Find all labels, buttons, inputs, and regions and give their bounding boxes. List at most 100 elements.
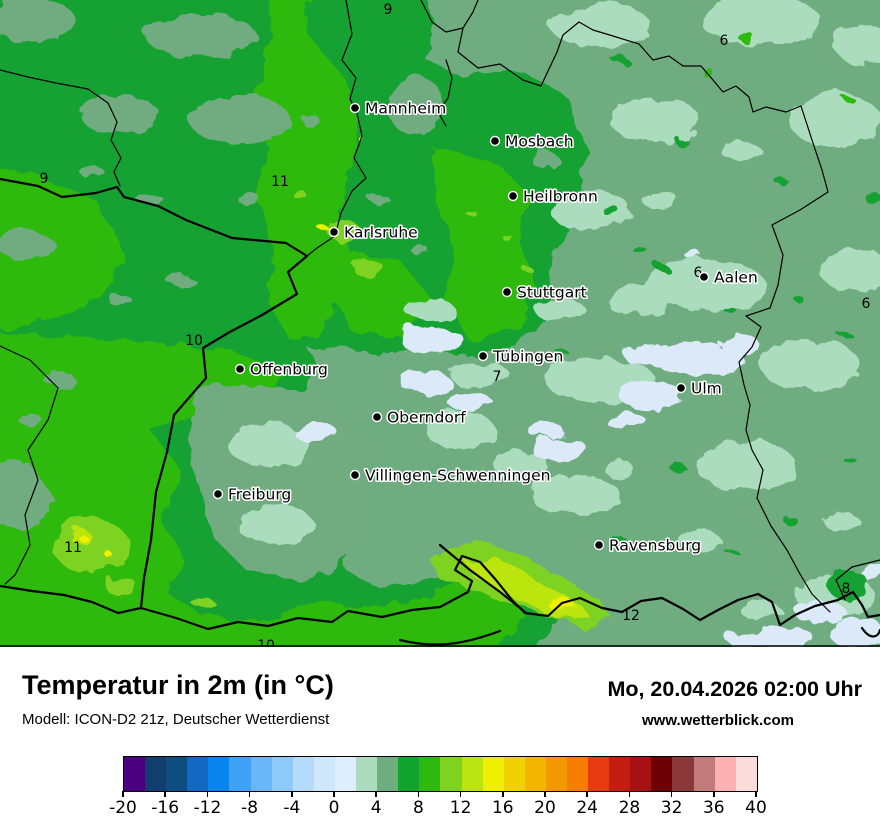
city-marker-offenburg: Offenburg: [234, 359, 329, 380]
colorbar-segment-27: [693, 757, 715, 791]
city-label-mannheim: Mannheim: [365, 100, 446, 118]
city-dot-aalen: [698, 271, 710, 283]
temp-label-6: 6: [862, 296, 871, 312]
colorbar-label--20: -20: [109, 798, 137, 818]
colorbar-segment-19: [524, 757, 546, 791]
city-dot-ulm: [675, 382, 687, 394]
colorbar-tick--4: [291, 791, 293, 797]
colorbar-segment-24: [630, 757, 652, 791]
country-borders: [0, 177, 880, 646]
city-marker-heilbronn: Heilbronn: [507, 186, 599, 207]
colorbar-tick-40: [755, 791, 757, 797]
city-marker-ulm: Ulm: [675, 378, 723, 399]
colorbar-segment-17: [482, 757, 504, 791]
city-label-t-bingen: Tübingen: [492, 348, 563, 366]
colorbar-tick--16: [164, 791, 166, 797]
colorbar-label-0: 0: [328, 798, 340, 818]
temp-label-12: 12: [622, 608, 640, 624]
colorbar-tick-36: [713, 791, 715, 797]
city-marker-stuttgart: Stuttgart: [501, 282, 588, 303]
city-marker-mosbach: Mosbach: [489, 131, 575, 152]
colorbar-segment-28: [714, 757, 736, 791]
temp-label-7: 7: [493, 369, 502, 385]
city-marker-mannheim: Mannheim: [349, 98, 448, 119]
city-markers: Mannheim Mosbach Heilbronn Karlsruhe Stuttga…: [212, 98, 759, 556]
colorbar-tick-0: [333, 791, 335, 797]
temp-label-8: 8: [842, 581, 851, 597]
city-label-aalen: Aalen: [714, 269, 758, 287]
colorbar-tick-4: [375, 791, 377, 797]
temperature-map: 9 6 9 11 6 6 10 7 11 8 12 10 Mannheim Mosbach Heilbro…: [0, 0, 880, 666]
colorbar-label--12: -12: [193, 798, 222, 818]
city-dot-ravensburg: [593, 539, 605, 551]
colorbar-segment-4: [208, 757, 230, 791]
colorbar-segment-16: [461, 757, 483, 791]
state-borders: [0, 0, 880, 613]
colorbar-label--8: -8: [241, 798, 259, 818]
colorbar-segment-20: [545, 757, 567, 791]
city-label-heilbronn: Heilbronn: [523, 188, 598, 206]
city-dot-heilbronn: [507, 190, 519, 202]
colorbar-segment-22: [588, 757, 610, 791]
colorbar-tick-8: [417, 791, 420, 797]
temp-label-10: 10: [257, 638, 275, 647]
colorbar-segment-14: [419, 757, 441, 791]
colorbar-segment-9: [313, 757, 335, 791]
city-label-oberndorf: Oberndorf: [387, 409, 466, 427]
colorbar-segment-10: [334, 757, 357, 791]
colorbar-tick--8: [248, 791, 251, 797]
map-title: Temperatur in 2m (in °C): [22, 670, 334, 700]
colorbar-segment-3: [187, 757, 209, 791]
city-dot-villingen-schwenningen: [349, 469, 361, 481]
city-label-villingen-schwenningen: Villingen-Schwenningen: [365, 467, 550, 485]
temp-label-11: 11: [271, 174, 289, 190]
colorbar-segment-5: [229, 757, 251, 791]
city-label-ravensburg: Ravensburg: [609, 537, 701, 555]
city-marker-villingen-schwenningen: Villingen-Schwenningen: [349, 465, 552, 486]
temp-label-11: 11: [64, 540, 82, 556]
colorbar-segment-26: [672, 757, 694, 791]
colorbar-tick-24: [586, 791, 588, 797]
colorbar-label-40: 40: [745, 798, 767, 818]
temp-label-9: 9: [384, 2, 393, 18]
colorbar-label-28: 28: [618, 798, 641, 818]
website-url: www.wetterblick.com: [642, 712, 794, 729]
temperature-zones: [0, 0, 880, 666]
colorbar-segment-25: [651, 757, 673, 791]
temp-label-6: 6: [694, 265, 703, 281]
colorbar-segment-21: [566, 757, 589, 791]
forecast-datetime: Mo, 20.04.2026 02:00 Uhr: [607, 677, 862, 701]
city-marker-aalen: Aalen: [698, 267, 759, 288]
colorbar-segment-18: [503, 757, 525, 791]
colorbar-label-24: 24: [576, 798, 598, 818]
city-label-ulm: Ulm: [691, 380, 722, 398]
colorbar-segment-12: [377, 757, 399, 791]
colorbar-label-32: 32: [660, 798, 683, 818]
colorbar-tick--20: [122, 791, 124, 797]
colorbar-label-8: 8: [412, 798, 424, 818]
city-dot-karlsruhe: [328, 226, 340, 238]
city-dot-freiburg: [212, 488, 224, 500]
temp-label-9: 9: [40, 171, 49, 187]
colorbar-tick-32: [670, 791, 673, 797]
city-marker-oberndorf: Oberndorf: [371, 407, 468, 428]
city-marker-karlsruhe: Karlsruhe: [328, 222, 419, 243]
colorbar-tick-20: [544, 791, 546, 797]
city-label-offenburg: Offenburg: [250, 361, 328, 379]
city-dot-t-bingen: [477, 350, 489, 362]
colorbar-tick-12: [459, 791, 462, 797]
temp-label-10: 10: [185, 333, 203, 349]
city-marker-t-bingen: Tübingen: [477, 346, 565, 367]
colorbar-segment-0: [124, 757, 146, 791]
colorbar-segment-2: [166, 757, 188, 791]
city-label-stuttgart: Stuttgart: [517, 284, 587, 302]
colorbar-segment-23: [609, 757, 631, 791]
city-marker-freiburg: Freiburg: [212, 484, 293, 505]
model-info: Modell: ICON-D2 21z, Deutscher Wetterdie…: [22, 711, 330, 728]
colorbar-segment-8: [292, 757, 314, 791]
colorbar-label--4: -4: [283, 798, 301, 818]
city-label-karlsruhe: Karlsruhe: [344, 224, 418, 242]
colorbar-segment-11: [356, 757, 378, 791]
colorbar-tick-16: [502, 791, 504, 797]
